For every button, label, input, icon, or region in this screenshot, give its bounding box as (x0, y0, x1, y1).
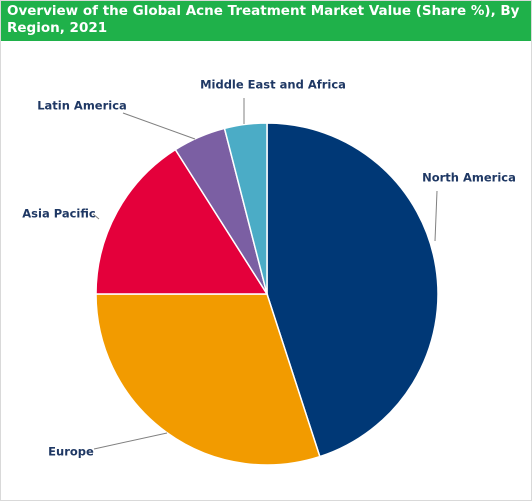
pie-slice (95, 148, 269, 295)
leader-line (434, 190, 438, 242)
leader-line (92, 213, 100, 220)
pie-slice (95, 293, 321, 466)
pie-slice (266, 122, 439, 458)
leader-line (93, 432, 168, 450)
pie-slice (223, 122, 268, 295)
slice-label: Middle East and Africa (200, 78, 346, 92)
chart-title: Overview of the Global Acne Treatment Ma… (1, 1, 531, 41)
slice-label: Asia Pacific (22, 207, 96, 221)
slice-label: Europe (48, 445, 94, 459)
slice-label: North America (422, 171, 516, 185)
leader-line (122, 112, 196, 140)
slice-label: Latin America (37, 99, 127, 113)
